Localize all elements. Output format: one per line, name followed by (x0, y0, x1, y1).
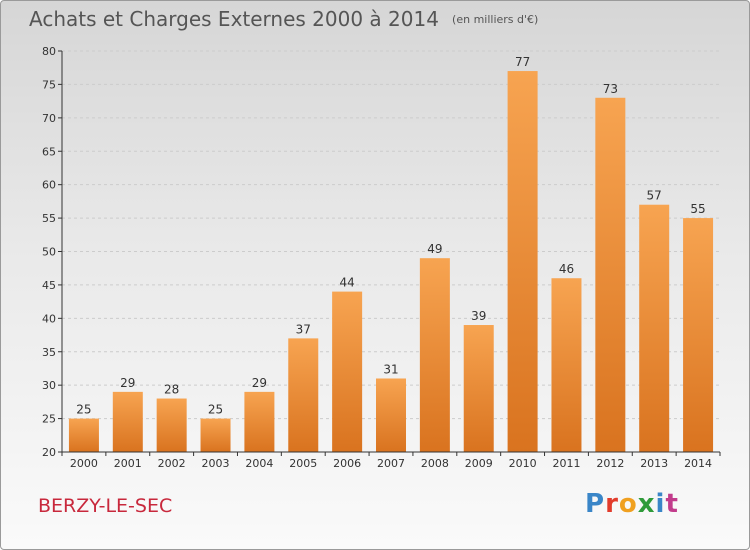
x-tick-label-2000: 2000 (70, 457, 98, 470)
bar-2014 (683, 218, 714, 452)
y-tick-label: 35 (42, 346, 56, 359)
proxiti-logo[interactable]: Proxit (585, 489, 679, 519)
data-label-2008: 49 (427, 242, 442, 256)
bar-2004 (244, 391, 275, 452)
data-label-2009: 39 (471, 309, 486, 323)
x-tick-label-2003: 2003 (202, 457, 230, 470)
title-main: Achats et Charges Externes 2000 à 2014 (29, 7, 439, 31)
y-tick-label: 25 (42, 413, 56, 426)
y-tick-label: 20 (42, 446, 56, 459)
x-tick-label-2008: 2008 (421, 457, 449, 470)
data-label-2000: 25 (76, 403, 91, 417)
x-tick-label-2009: 2009 (465, 457, 493, 470)
y-tick-label: 70 (42, 112, 56, 125)
y-tick-label: 30 (42, 379, 56, 392)
y-tick-label: 55 (42, 212, 56, 225)
bar-2007 (376, 378, 406, 452)
bar-2013 (639, 204, 670, 452)
x-tick-label-2010: 2010 (509, 457, 537, 470)
bar-2012 (595, 97, 626, 453)
data-label-2004: 29 (252, 376, 267, 390)
axis-layer: 20 25 30 35 40 45 50 55 60 65 70 75 80 2000 2001 2002 20… (42, 45, 721, 470)
data-label-2014: 55 (690, 202, 705, 216)
x-tick-label-2006: 2006 (333, 457, 361, 470)
bar-2005 (288, 338, 319, 452)
data-label-2011: 46 (559, 262, 574, 276)
data-label-2002: 28 (164, 383, 179, 397)
bar-2010 (507, 71, 538, 453)
data-label-2012: 73 (603, 82, 618, 96)
x-tick-label-2002: 2002 (158, 457, 186, 470)
x-tick-label-2005: 2005 (289, 457, 317, 470)
bar-2002 (156, 398, 187, 452)
chart-title: Achats et Charges Externes 2000 à 2014 (… (29, 7, 538, 31)
data-label-2010: 77 (515, 55, 530, 69)
y-tick-label: 45 (42, 279, 56, 292)
bar-2009 (463, 325, 494, 452)
x-tick-label-2012: 2012 (596, 457, 624, 470)
bar-2006 (332, 291, 363, 452)
bar-2000 (68, 418, 99, 452)
title-unit: (en milliers d'€) (452, 13, 539, 26)
data-label-2007: 31 (383, 362, 398, 376)
data-label-2006: 44 (339, 276, 354, 290)
x-tick-label-2004: 2004 (245, 457, 273, 470)
bar-2001 (112, 391, 143, 452)
bar-2008 (419, 258, 450, 452)
data-label-2003: 25 (208, 403, 223, 417)
y-tick-label: 75 (42, 78, 56, 91)
bar-layer (68, 71, 714, 453)
label-layer: 25 29 28 25 29 37 44 31 49 39 77 46 73 57 55 (76, 55, 705, 417)
bar-2003 (200, 418, 231, 452)
data-label-2005: 37 (296, 322, 311, 336)
data-label-2001: 29 (120, 376, 135, 390)
y-tick-label: 80 (42, 45, 56, 58)
data-label-2013: 57 (647, 189, 662, 203)
y-tick-label: 65 (42, 145, 56, 158)
x-tick-label-2013: 2013 (640, 457, 668, 470)
city-name: BERZY-LE-SEC (38, 495, 173, 517)
x-tick-label-2011: 2011 (552, 457, 580, 470)
y-tick-label: 60 (42, 179, 56, 192)
y-tick-label: 50 (42, 246, 56, 259)
bar-2011 (551, 278, 582, 452)
x-tick-label-2001: 2001 (114, 457, 142, 470)
y-tick-label: 40 (42, 312, 56, 325)
x-tick-label-2014: 2014 (684, 457, 712, 470)
x-tick-label-2007: 2007 (377, 457, 405, 470)
